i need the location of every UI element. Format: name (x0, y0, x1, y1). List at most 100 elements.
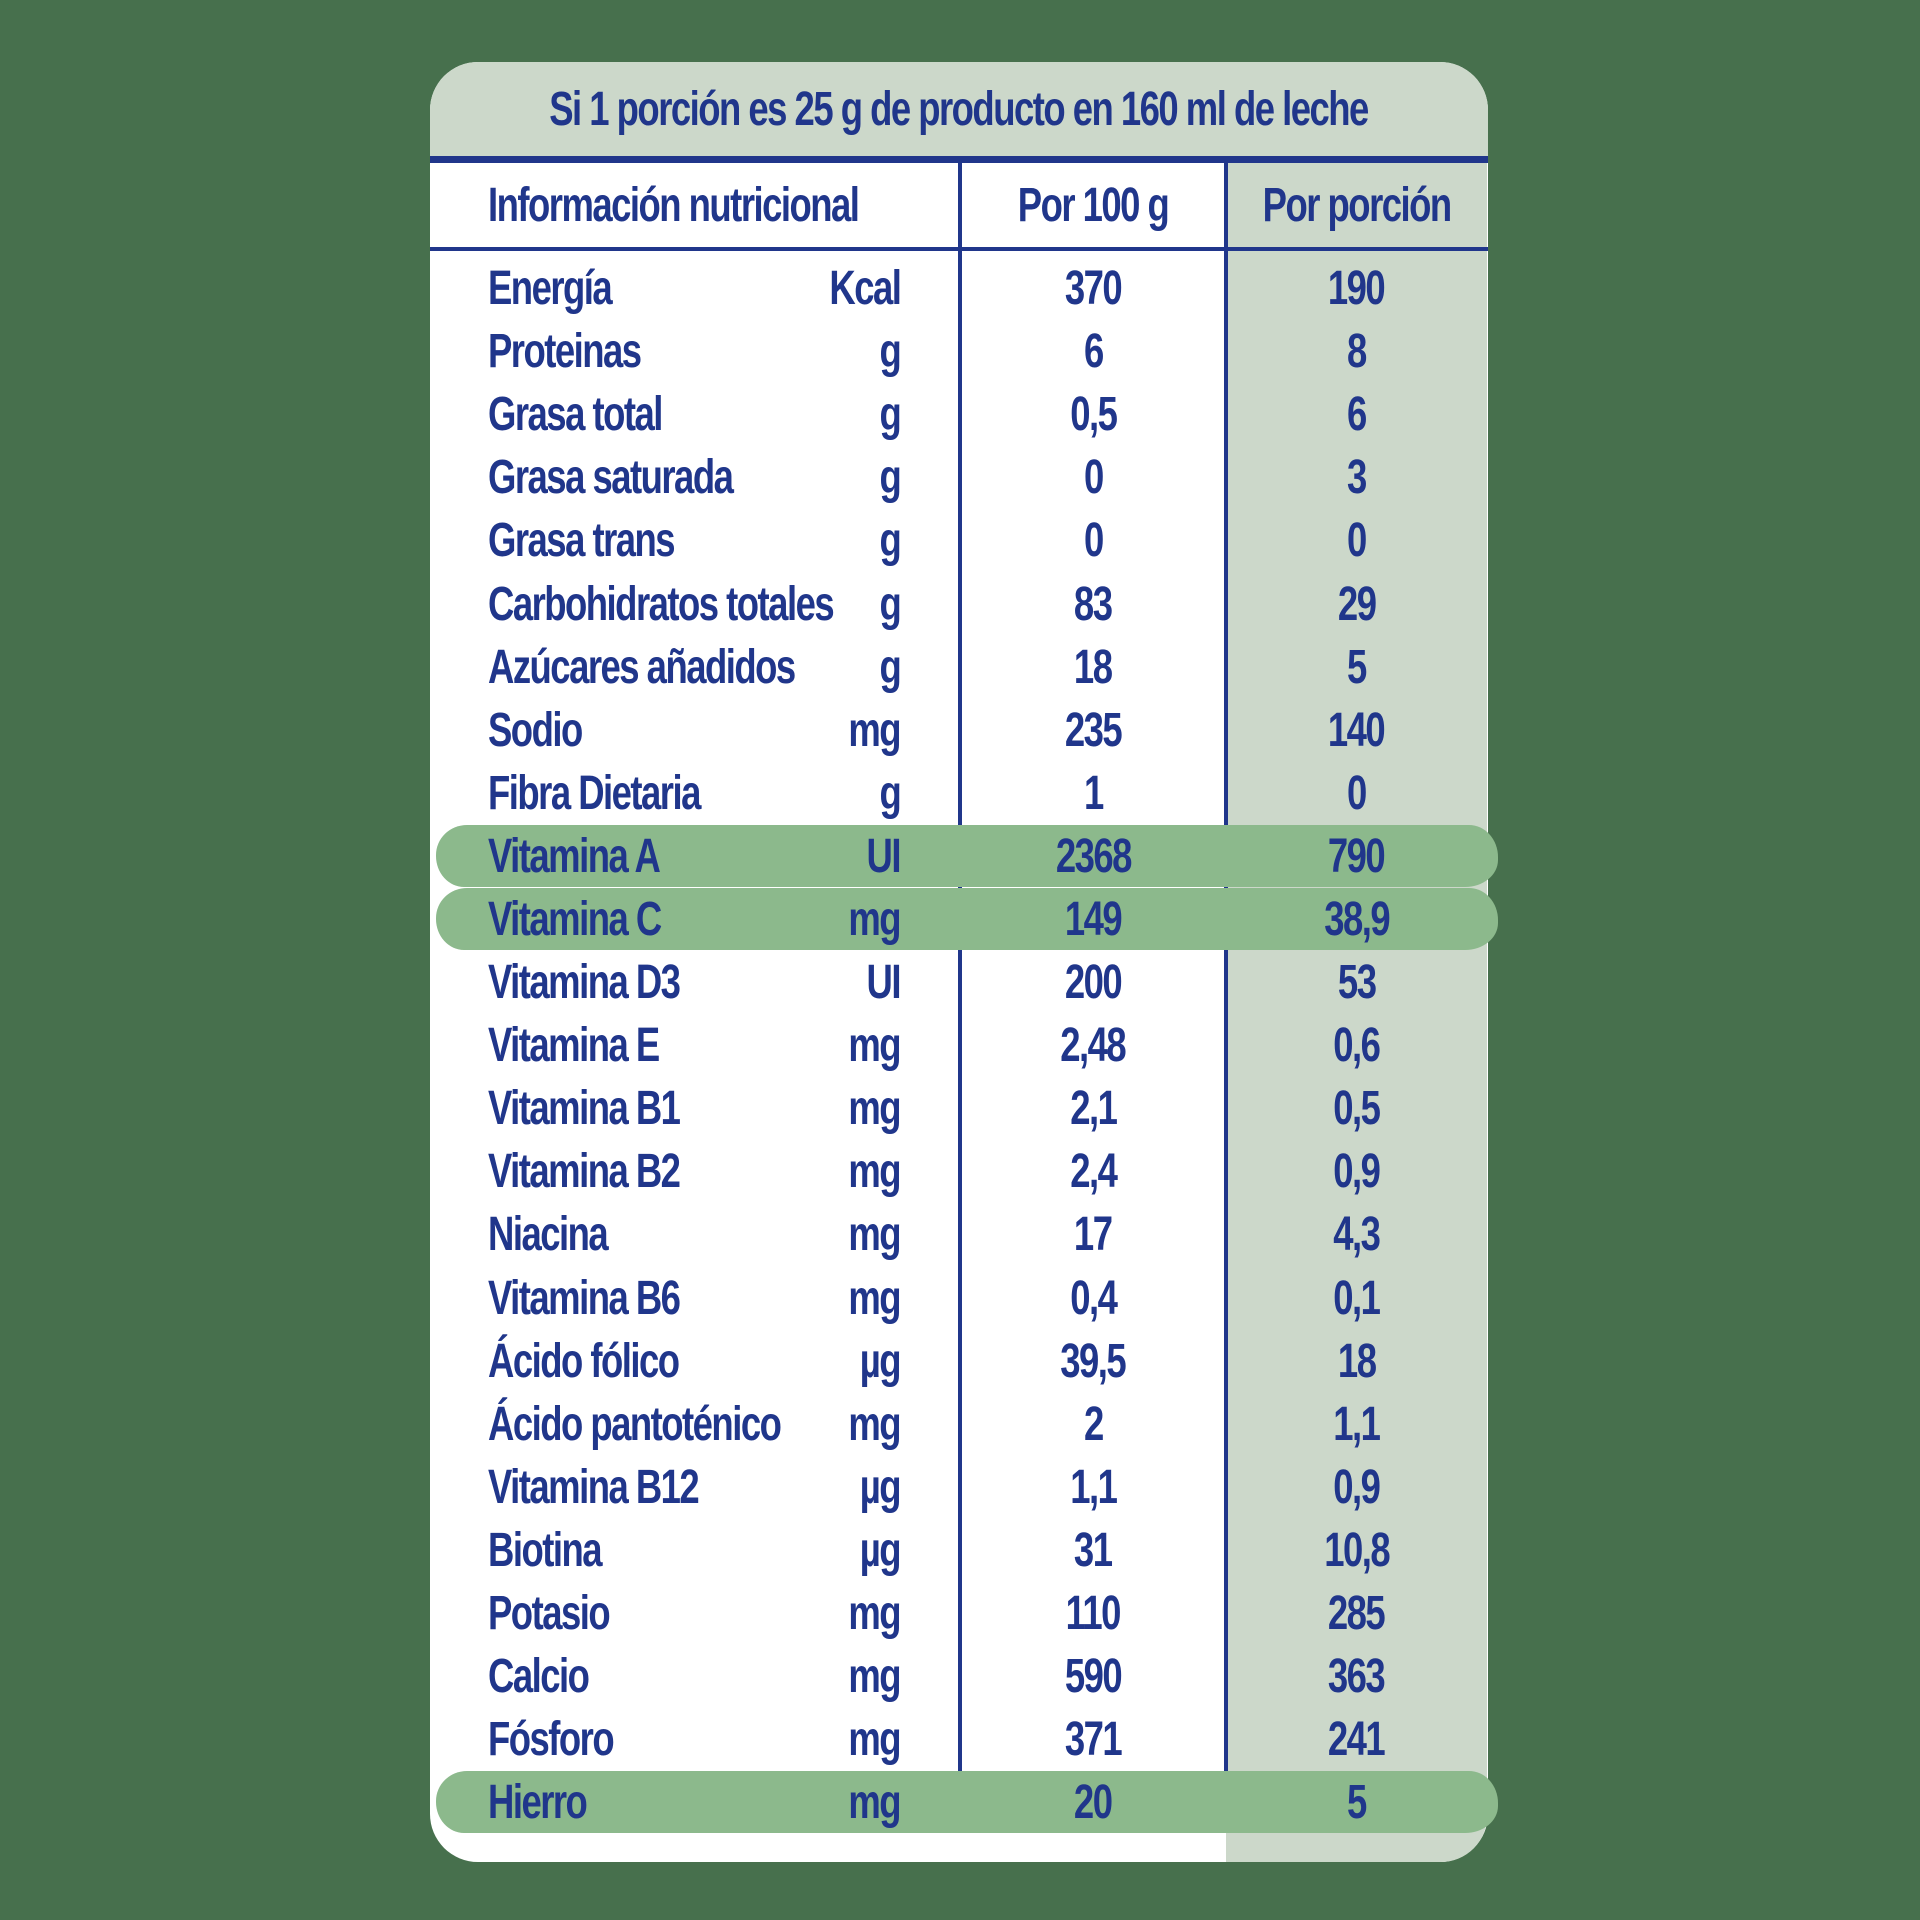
row-highlight-pill (436, 887, 1498, 950)
nutrient-name: Azúcares añadidos (488, 640, 796, 694)
nutrient-name: Vitamina C (488, 892, 662, 946)
nutrient-name: Vitamina D3 (488, 956, 681, 1010)
value-per-100g: 6 (1083, 325, 1104, 379)
value-per-100g: 200 (1064, 956, 1123, 1010)
nutrient-name: Potasio (488, 1587, 611, 1641)
header-por-porcion: Por porción (1262, 178, 1453, 232)
value-per-portion: 1,1 (1333, 1397, 1381, 1451)
value-per-100g: 83 (1074, 577, 1113, 631)
table-row: Vitamina B2 mg 2,4 0,9 (430, 1140, 1488, 1203)
nutrition-label-card: Si 1 porción es 25 g de producto en 160 … (430, 62, 1498, 1862)
table-row: Calcio mg 590 363 (430, 1645, 1488, 1708)
value-per-100g: 371 (1064, 1713, 1123, 1767)
value-per-portion: 241 (1328, 1713, 1386, 1767)
nutrient-unit: mg (848, 1397, 901, 1451)
nutrient-unit: mg (848, 1650, 901, 1704)
nutrient-name: Fósforo (488, 1713, 615, 1767)
nutrient-unit: mg (848, 703, 901, 757)
nutrient-unit: g (879, 640, 901, 694)
value-per-100g: 18 (1074, 640, 1113, 694)
value-per-portion: 0,5 (1333, 1082, 1381, 1136)
value-per-100g: 39,5 (1060, 1334, 1127, 1388)
nutrient-name: Hierro (488, 1776, 588, 1830)
card-title-band: Si 1 porción es 25 g de producto en 160 … (430, 62, 1488, 163)
table-row: Fibra Dietaria g 1 0 (430, 762, 1488, 825)
value-per-portion: 18 (1337, 1334, 1377, 1388)
nutrient-unit: µg (859, 1460, 902, 1514)
value-per-portion: 3 (1347, 451, 1367, 505)
value-per-100g: 235 (1064, 703, 1123, 757)
table-row: Grasa total g 0,5 6 (430, 383, 1488, 446)
value-per-portion: 53 (1337, 956, 1377, 1010)
value-per-portion: 285 (1328, 1587, 1386, 1641)
value-per-portion: 363 (1328, 1650, 1386, 1704)
nutrient-unit: mg (848, 1776, 901, 1830)
value-per-portion: 0,9 (1333, 1460, 1381, 1514)
nutrient-unit: g (879, 325, 901, 379)
value-per-portion: 8 (1347, 325, 1367, 379)
nutrient-name: Vitamina E (488, 1019, 660, 1073)
value-per-100g: 110 (1065, 1587, 1122, 1641)
row-highlight-pill (436, 1771, 1498, 1834)
value-per-portion: 190 (1328, 262, 1386, 316)
value-per-100g: 590 (1064, 1650, 1123, 1704)
nutrient-unit: µg (859, 1523, 902, 1577)
table-row: Sodio mg 235 140 (430, 699, 1488, 762)
value-per-100g: 2368 (1055, 829, 1132, 883)
table-row: Vitamina C mg 149 38,9 (430, 887, 1498, 951)
value-per-100g: 0 (1083, 451, 1104, 505)
column-divider-unit-per100 (958, 163, 962, 1772)
nutrient-name: Biotina (488, 1523, 602, 1577)
nutrient-name: Vitamina B12 (488, 1460, 700, 1514)
nutrient-unit: g (879, 451, 901, 505)
table-row: Proteinas g 6 8 (430, 320, 1488, 383)
table-row: Niacina mg 17 4,3 (430, 1203, 1488, 1266)
nutrient-name: Vitamina B2 (488, 1145, 681, 1199)
table-row: Vitamina B12 µg 1,1 0,9 (430, 1456, 1488, 1519)
nutrient-name: Fibra Dietaria (488, 766, 701, 820)
value-per-portion: 140 (1328, 703, 1386, 757)
nutrient-unit: g (879, 388, 901, 442)
value-per-100g: 20 (1074, 1776, 1113, 1830)
nutrient-unit: g (879, 766, 901, 820)
table-row: Energía Kcal 370 190 (430, 257, 1488, 320)
value-per-100g: 370 (1064, 262, 1123, 316)
nutrient-name: Grasa trans (488, 514, 676, 568)
nutrient-unit: Kcal (829, 262, 902, 316)
nutrient-unit: µg (859, 1334, 902, 1388)
nutrient-unit: mg (848, 1713, 901, 1767)
table-row: Biotina µg 31 10,8 (430, 1519, 1488, 1582)
nutrient-name: Ácido pantoténico (488, 1397, 782, 1451)
table-row: Ácido fólico µg 39,5 18 (430, 1330, 1488, 1393)
value-per-portion: 5 (1347, 1776, 1367, 1830)
nutrient-name: Vitamina B6 (488, 1271, 681, 1325)
value-per-portion: 0 (1347, 514, 1367, 568)
nutrient-unit: mg (848, 1208, 901, 1262)
value-per-portion: 6 (1347, 388, 1367, 442)
nutrient-unit: UI (866, 956, 902, 1010)
value-per-100g: 1 (1083, 766, 1104, 820)
value-per-portion: 5 (1347, 640, 1367, 694)
nutrient-unit: g (879, 514, 901, 568)
nutrient-name: Calcio (488, 1650, 590, 1704)
table-row: Vitamina D3 UI 200 53 (430, 951, 1488, 1014)
value-per-portion: 10,8 (1324, 1523, 1390, 1577)
header-informacion-nutricional: Información nutricional (488, 178, 860, 232)
value-per-100g: 149 (1064, 892, 1123, 946)
nutrient-unit: mg (848, 1082, 901, 1136)
table-row: Vitamina B1 mg 2,1 0,5 (430, 1077, 1488, 1140)
column-divider-per100-porcion (1224, 163, 1228, 1772)
nutrient-unit: g (879, 577, 901, 631)
table-header-row: Información nutricional Por 100 g Por po… (430, 163, 1488, 251)
table-row: Ácido pantoténico mg 2 1,1 (430, 1393, 1488, 1456)
nutrition-table: Información nutricional Por 100 g Por po… (430, 163, 1498, 1862)
table-row: Vitamina E mg 2,48 0,6 (430, 1014, 1488, 1077)
value-per-100g: 17 (1074, 1208, 1113, 1262)
nutrient-name: Ácido fólico (488, 1334, 680, 1388)
table-row: Vitamina A UI 2368 790 (430, 824, 1498, 888)
nutrient-unit: UI (866, 829, 902, 883)
value-per-100g: 2 (1083, 1397, 1104, 1451)
row-highlight-pill (436, 824, 1498, 887)
value-per-100g: 0,5 (1069, 388, 1118, 442)
nutrient-unit: mg (848, 1145, 901, 1199)
